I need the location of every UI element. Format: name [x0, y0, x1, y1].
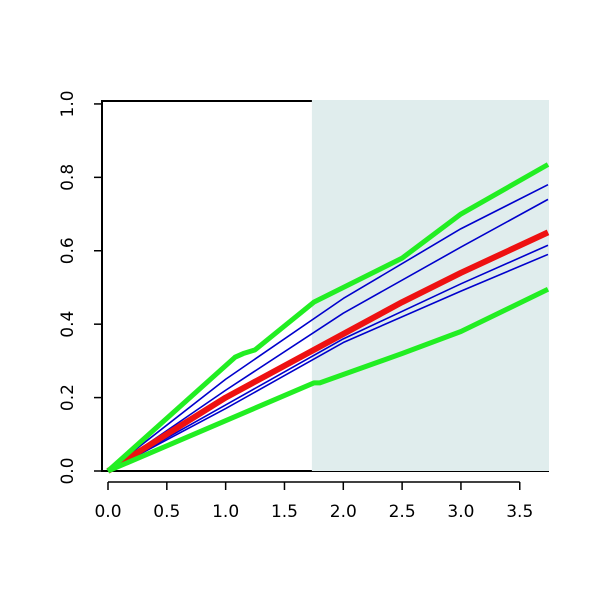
series-line	[107, 244, 549, 472]
series-line	[106, 162, 550, 473]
y-tick-label: 0.4	[58, 311, 78, 338]
x-tick-label: 0.0	[94, 502, 121, 522]
x-tick-label: 2.0	[330, 502, 357, 522]
x-tick-label: 3.5	[506, 502, 533, 522]
x-tick-label: 0.5	[153, 502, 180, 522]
x-tick-label: 1.5	[271, 502, 298, 522]
y-tick-label: 0.6	[58, 237, 78, 264]
y-tick-label: 0.2	[58, 384, 78, 411]
x-tick-label: 3.0	[447, 502, 474, 522]
series-line	[107, 198, 549, 472]
series-line	[107, 287, 550, 474]
x-tick-label: 2.5	[389, 502, 416, 522]
y-tick-label: 1.0	[58, 90, 78, 117]
y-tick-label: 0.8	[58, 164, 78, 191]
series-line	[107, 253, 549, 472]
y-tick-label: 0.0	[58, 457, 78, 484]
series-line	[106, 229, 550, 474]
series-line	[107, 183, 549, 472]
x-tick-label: 1.0	[212, 502, 239, 522]
